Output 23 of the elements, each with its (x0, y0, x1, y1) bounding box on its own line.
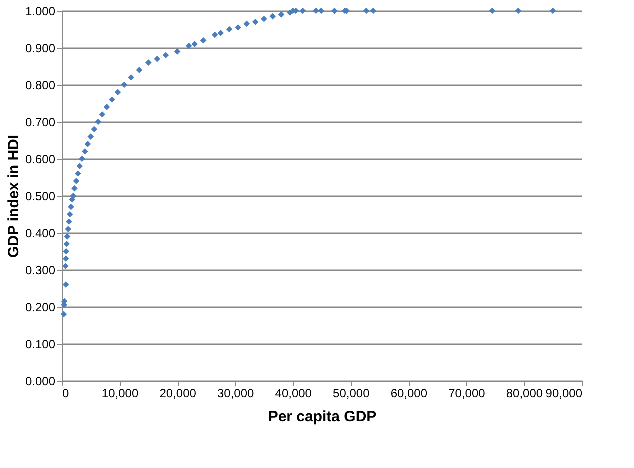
x-tick-label: 10,000 (102, 386, 139, 400)
y-tick-label: 0.400 (25, 226, 56, 240)
y-tick-label: 0.800 (25, 78, 56, 92)
y-tick-label: 0.500 (25, 190, 56, 204)
x-tick-label: 80,000 (506, 386, 544, 400)
x-tick-label: 20,000 (160, 386, 197, 400)
y-tick-label: 0.600 (25, 152, 56, 166)
y-axis-title: GDP index in HDI (5, 134, 22, 258)
y-tick-label: 0.100 (25, 338, 56, 352)
x-tick-label: 50,000 (333, 386, 370, 400)
x-tick-label: 40,000 (275, 386, 312, 400)
x-tick-label: 90,000 (546, 386, 583, 400)
x-tick-label: 60,000 (390, 386, 428, 400)
x-tick-label: 70,000 (448, 386, 486, 400)
y-tick-label: 0.900 (25, 42, 56, 56)
x-tick-label: 0 (62, 386, 70, 400)
x-tick-label: 30,000 (217, 386, 255, 400)
y-tick-label: 0.000 (25, 374, 56, 388)
y-tick-label: 0.700 (25, 116, 56, 130)
y-tick-label: 1.000 (25, 4, 56, 18)
y-tick-label: 0.200 (25, 300, 56, 314)
y-tick-label: 0.300 (25, 264, 56, 278)
x-axis-title: Per capita GDP (268, 408, 377, 426)
